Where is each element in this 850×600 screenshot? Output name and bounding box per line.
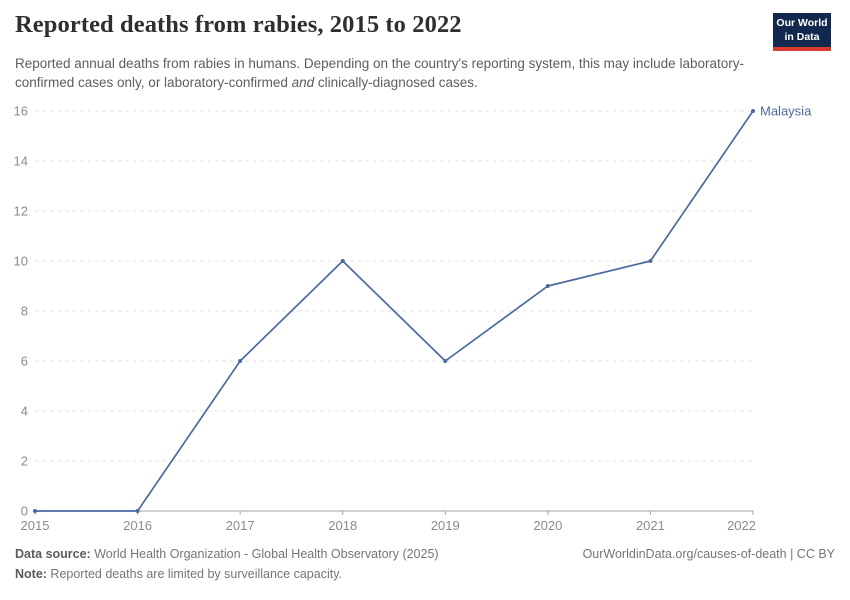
x-axis-tick-label: 2016 bbox=[123, 518, 152, 533]
x-axis-tick-label: 2021 bbox=[636, 518, 665, 533]
owid-logo-line2: in Data bbox=[784, 30, 820, 43]
data-point[interactable] bbox=[135, 509, 140, 513]
owid-logo-line1: Our World bbox=[776, 17, 828, 29]
y-axis-tick-label: 4 bbox=[21, 404, 28, 419]
attribution-link[interactable]: OurWorldinData.org/causes-of-death | CC … bbox=[582, 547, 835, 561]
entity-label[interactable]: Malaysia bbox=[760, 104, 812, 119]
data-source-label: Data source: bbox=[15, 547, 91, 561]
data-point[interactable] bbox=[238, 359, 243, 363]
x-axis-tick-label: 2018 bbox=[328, 518, 357, 533]
x-axis-tick-label: 2017 bbox=[226, 518, 255, 533]
series-line-malaysia[interactable] bbox=[34, 110, 754, 512]
data-source: Data source: World Health Organization -… bbox=[15, 547, 439, 561]
y-axis-tick-label: 14 bbox=[14, 154, 28, 169]
y-axis-tick-label: 6 bbox=[21, 354, 28, 369]
note-label: Note: bbox=[15, 567, 47, 581]
subtitle-text-italic: and bbox=[291, 75, 315, 91]
x-axis-tick-label: 2019 bbox=[431, 518, 460, 533]
y-axis-tick-label: 12 bbox=[14, 204, 28, 219]
data-point[interactable] bbox=[33, 509, 37, 513]
y-axis-tick-label: 0 bbox=[21, 504, 28, 519]
y-axis-tick-label: 16 bbox=[14, 104, 28, 119]
y-axis-tick-label: 2 bbox=[21, 454, 28, 469]
subtitle-text-1: Reported annual deaths from rabies in hu… bbox=[15, 56, 744, 91]
data-point[interactable] bbox=[340, 259, 345, 263]
data-point[interactable] bbox=[751, 109, 755, 113]
y-axis-tick-label: 10 bbox=[14, 254, 28, 269]
data-point[interactable] bbox=[648, 259, 653, 263]
note: Note: Reported deaths are limited by sur… bbox=[15, 567, 835, 581]
chart-subtitle: Reported annual deaths from rabies in hu… bbox=[15, 54, 757, 92]
x-axis-tick-label: 2020 bbox=[533, 518, 562, 533]
x-axis-tick-label: 2022 bbox=[727, 518, 756, 533]
note-text: Reported deaths are limited by surveilla… bbox=[46, 567, 343, 581]
y-axis-tick-label: 8 bbox=[21, 304, 28, 319]
page-title: Reported deaths from rabies, 2015 to 202… bbox=[15, 11, 462, 38]
x-axis-tick-label: 2015 bbox=[21, 518, 50, 533]
owid-logo[interactable]: Our World in Data bbox=[773, 13, 831, 52]
data-point[interactable] bbox=[545, 284, 550, 288]
subtitle-text-2: clinically-diagnosed cases. bbox=[314, 75, 478, 91]
data-point[interactable] bbox=[443, 359, 448, 363]
chart-footer: Data source: World Health Organization -… bbox=[15, 547, 835, 581]
data-source-text: World Health Organization - Global Healt… bbox=[90, 547, 439, 561]
